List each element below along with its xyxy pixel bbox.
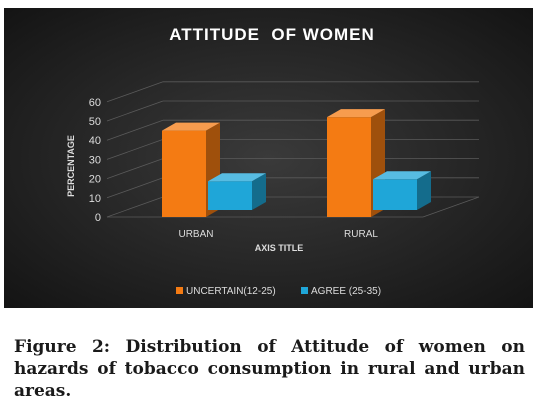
x-category-label: URBAN — [178, 229, 213, 240]
legend: UNCERTAIN(12-25) AGREE (25-35) — [176, 286, 381, 297]
bar-top — [373, 171, 431, 180]
bar-top — [327, 109, 385, 118]
chart-title: ATTITUDE OF WOMEN — [169, 25, 375, 44]
chart-frame: ATTITUDE OF WOMEN 0 10 20 30 40 50 60 URBAN RUR… — [4, 8, 533, 308]
bar-front — [208, 181, 252, 210]
bar-front — [327, 117, 371, 217]
legend-swatch — [176, 287, 183, 294]
x-axis-label: AXIS TITLE — [255, 243, 304, 253]
y-axis-label: PERCENTAGE — [66, 135, 76, 197]
bar-side — [417, 171, 431, 210]
bar-top — [162, 122, 220, 131]
y-tick-label: 30 — [89, 154, 101, 166]
y-tick-label: 20 — [89, 174, 101, 186]
bar-front — [162, 130, 206, 217]
gridline-side — [106, 139, 164, 160]
y-tick-label: 0 — [95, 212, 101, 224]
bars — [162, 109, 431, 217]
y-tick-label: 60 — [89, 97, 101, 109]
legend-label: UNCERTAIN(12-25) — [186, 286, 276, 297]
y-tick-label: 10 — [89, 193, 101, 205]
gridline-side — [106, 196, 164, 218]
legend-item: AGREE (25-35) — [301, 286, 381, 297]
bar-urban-agree — [208, 173, 266, 210]
bar-top — [208, 173, 266, 182]
x-category-label: RURAL — [344, 229, 378, 240]
legend-item: UNCERTAIN(12-25) — [176, 286, 276, 297]
gridline-side — [106, 158, 164, 179]
gridline-side — [106, 177, 164, 199]
bar-rural-agree — [373, 171, 431, 210]
floor-edge-side — [422, 196, 480, 218]
bar-front — [373, 179, 417, 210]
bar-rural-uncertain — [327, 109, 385, 217]
figure-caption: Figure 2: Distribution of Attitude of wo… — [14, 337, 525, 401]
chart-background — [4, 8, 533, 308]
gridline-side — [106, 81, 164, 103]
legend-swatch — [301, 287, 308, 294]
bar-side — [252, 173, 266, 210]
gridline-side — [106, 100, 164, 122]
gridline-side — [106, 119, 164, 141]
y-tick-label: 50 — [89, 116, 101, 128]
y-axis-ticks: 0 10 20 30 40 50 60 — [89, 97, 101, 224]
y-tick-label: 40 — [89, 135, 101, 147]
x-axis-categories: URBAN RURAL — [178, 229, 378, 240]
legend-label: AGREE (25-35) — [311, 286, 381, 297]
